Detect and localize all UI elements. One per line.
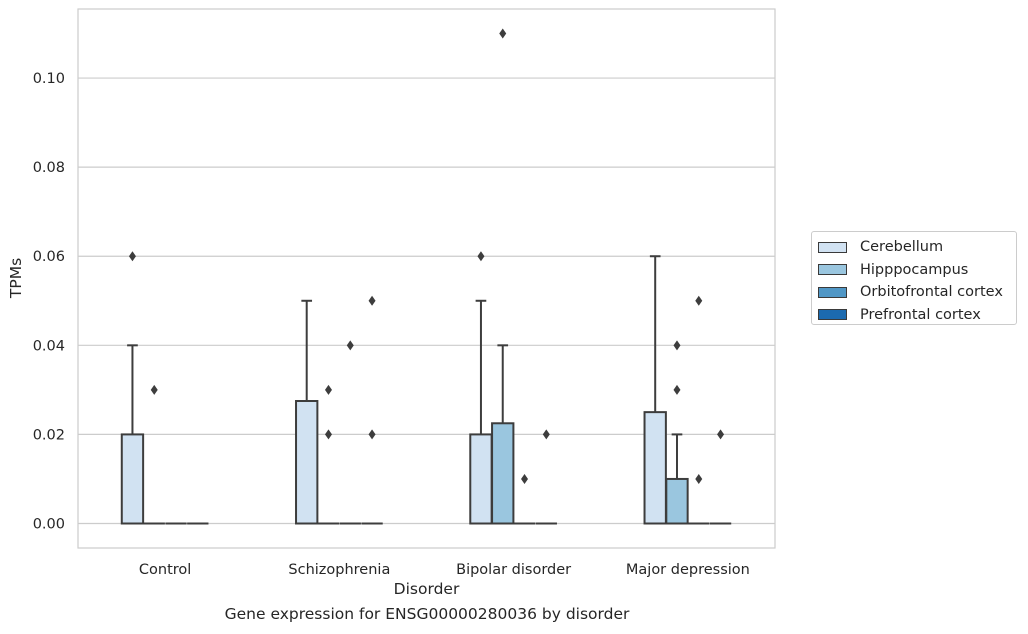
outlier-marker — [673, 340, 681, 351]
outlier-marker — [521, 473, 529, 484]
y-tick-label: 0.00 — [33, 517, 65, 533]
y-tick-label: 0.08 — [33, 160, 65, 176]
box-iqr — [120, 433, 145, 525]
y-tick-label: 0.02 — [33, 427, 65, 443]
outlier-marker — [499, 28, 507, 39]
outlier-marker — [542, 429, 550, 440]
outlier-marker — [717, 429, 725, 440]
outlier-marker — [695, 295, 703, 306]
legend-item-prefrontal-cortex: Prefrontal cortex — [818, 304, 1016, 327]
x-tick-label: Bipolar disorder — [456, 562, 571, 578]
y-tick-labels: 0.00 0.02 0.04 0.06 0.08 0.10 — [33, 71, 65, 532]
x-tick-labels: Control Schizophrenia Bipolar disorder Majo… — [139, 562, 750, 578]
outlier-marker — [477, 251, 485, 262]
legend-label-prefrontal-cortex: Prefrontal cortex — [860, 306, 981, 323]
legend-swatch-orbitofrontal-cortex — [818, 286, 847, 298]
legend-label-hipppocampus: Hipppocampus — [860, 261, 969, 278]
box-iqr — [491, 422, 515, 525]
y-tick-label: 0.06 — [33, 249, 65, 265]
legend-swatch-hipppocampus — [818, 264, 847, 276]
box-iqr — [469, 433, 493, 525]
x-axis-label: Disorder — [394, 580, 460, 598]
y-tick-label: 0.04 — [33, 338, 65, 354]
outlier-marker — [324, 429, 332, 440]
legend-swatch-cerebellum — [818, 241, 847, 253]
box-iqr — [643, 411, 667, 525]
y-axis-label: TPMs — [7, 258, 25, 299]
outlier-marker — [673, 384, 681, 395]
box-elements — [120, 28, 732, 525]
x-tick-label: Major depression — [626, 562, 750, 578]
box-iqr — [295, 400, 319, 525]
outlier-marker — [695, 473, 703, 484]
box-iqr — [665, 477, 689, 525]
outlier-marker — [324, 384, 332, 395]
legend-swatch-prefrontal-cortex — [818, 309, 847, 321]
outlier-marker — [128, 251, 136, 262]
legend-label-orbitofrontal-cortex: Orbitofrontal cortex — [860, 284, 1003, 301]
chart-caption: Gene expression for ENSG00000280036 by d… — [224, 605, 630, 623]
plot-area — [77, 8, 776, 549]
legend-item-cerebellum: Cerebellum — [818, 236, 1016, 259]
x-tick-label: Control — [139, 562, 191, 578]
x-tick-label: Schizophrenia — [288, 562, 390, 578]
outlier-marker — [346, 340, 354, 351]
outlier-marker — [150, 384, 158, 395]
y-tick-label: 0.10 — [33, 71, 65, 87]
outlier-marker — [368, 429, 376, 440]
outlier-marker — [368, 295, 376, 306]
legend-item-orbitofrontal-cortex: Orbitofrontal cortex — [818, 281, 1016, 304]
legend-item-hipppocampus: Hipppocampus — [818, 259, 1016, 282]
legend: Cerebellum Hipppocampus Orbitofrontal co… — [811, 231, 1017, 325]
legend-label-cerebellum: Cerebellum — [860, 239, 944, 256]
